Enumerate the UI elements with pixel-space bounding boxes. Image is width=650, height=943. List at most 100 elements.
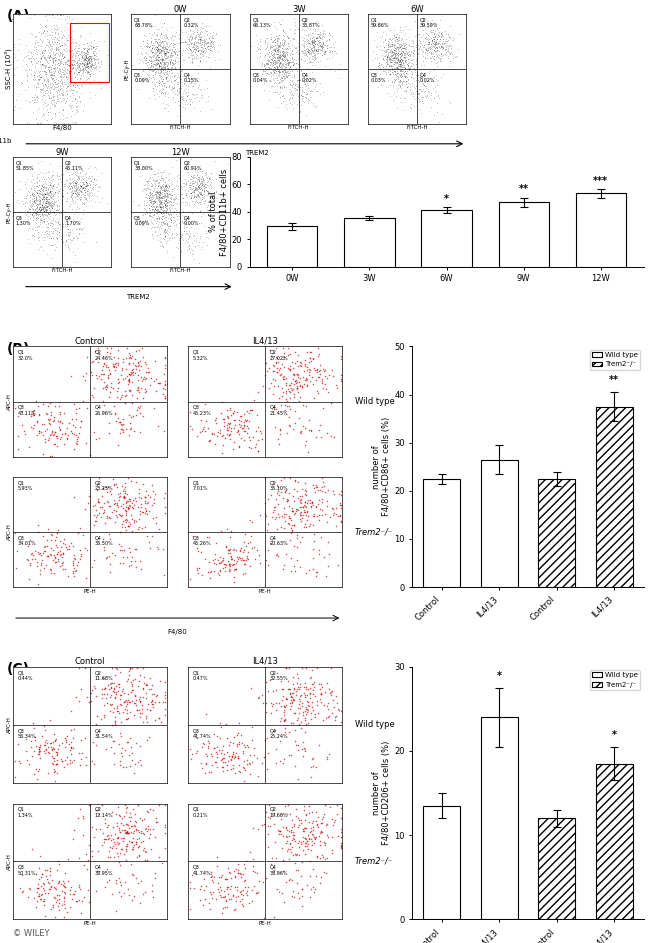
Point — [404, 62, 414, 77]
Point — [65, 42, 75, 58]
Point — [161, 192, 172, 207]
Point — [257, 817, 267, 832]
Point — [385, 88, 395, 103]
Point — [138, 54, 148, 69]
Point — [294, 688, 305, 703]
Point — [116, 422, 126, 437]
Point — [300, 835, 310, 851]
Point — [240, 565, 251, 580]
Point — [65, 58, 75, 74]
Point — [422, 42, 433, 58]
Point — [432, 42, 442, 58]
Point — [161, 381, 171, 396]
Point — [34, 230, 44, 245]
Point — [70, 551, 80, 566]
Point — [307, 28, 318, 43]
Point — [151, 52, 162, 67]
Point — [70, 247, 80, 262]
Bar — [538, 479, 575, 587]
Point — [40, 431, 50, 446]
Point — [311, 814, 322, 829]
Point — [70, 61, 81, 76]
Point — [303, 80, 313, 95]
Point — [142, 60, 153, 75]
Point — [145, 670, 155, 686]
Point — [63, 178, 73, 193]
Point — [59, 178, 70, 193]
Point — [247, 883, 257, 898]
Point — [127, 693, 138, 708]
Point — [74, 226, 85, 241]
Point — [62, 22, 72, 37]
Point — [184, 198, 194, 213]
Point — [60, 53, 71, 68]
Point — [320, 506, 330, 521]
Point — [176, 178, 187, 193]
Point — [310, 831, 320, 846]
Bar — [423, 479, 460, 587]
Point — [49, 198, 59, 213]
Point — [161, 193, 171, 208]
Point — [159, 33, 169, 48]
Point — [313, 497, 323, 512]
Point — [75, 521, 85, 536]
Point — [92, 52, 102, 67]
Point — [99, 835, 109, 850]
Point — [146, 71, 156, 86]
Point — [263, 52, 274, 67]
Point — [283, 515, 293, 530]
Point — [261, 30, 272, 45]
Point — [34, 192, 45, 207]
Point — [397, 56, 408, 71]
Point — [134, 52, 144, 67]
Point — [404, 37, 415, 52]
Point — [159, 190, 169, 205]
Point — [65, 171, 75, 186]
Point — [10, 561, 21, 576]
Point — [144, 208, 154, 223]
Point — [276, 58, 287, 73]
Point — [278, 46, 288, 61]
Point — [419, 77, 429, 92]
Point — [299, 820, 309, 835]
Bar — [595, 406, 633, 587]
Point — [259, 368, 270, 383]
Point — [98, 359, 109, 374]
Point — [149, 166, 159, 181]
Point — [282, 67, 293, 82]
Point — [196, 19, 207, 34]
Point — [192, 194, 202, 209]
Point — [138, 159, 148, 174]
Point — [157, 190, 167, 206]
Point — [158, 215, 168, 230]
Point — [263, 35, 273, 50]
Point — [59, 67, 70, 82]
Point — [40, 746, 50, 761]
Point — [171, 153, 181, 168]
Point — [335, 57, 345, 72]
Point — [130, 688, 140, 703]
Point — [55, 81, 66, 96]
Point — [159, 206, 169, 221]
Point — [45, 561, 55, 576]
Point — [233, 735, 244, 750]
Point — [46, 190, 56, 206]
Point — [272, 78, 282, 93]
Point — [160, 54, 170, 69]
Point — [56, 69, 66, 84]
Point — [146, 694, 157, 709]
Point — [155, 215, 166, 230]
Point — [307, 44, 318, 59]
Point — [161, 206, 171, 221]
Point — [316, 687, 326, 702]
Point — [143, 488, 153, 503]
Point — [188, 175, 198, 190]
Point — [81, 750, 91, 765]
Point — [263, 797, 274, 812]
Point — [265, 40, 275, 55]
Point — [154, 43, 164, 58]
Point — [255, 555, 266, 571]
Point — [32, 203, 42, 218]
Point — [428, 70, 439, 85]
Point — [418, 53, 428, 68]
